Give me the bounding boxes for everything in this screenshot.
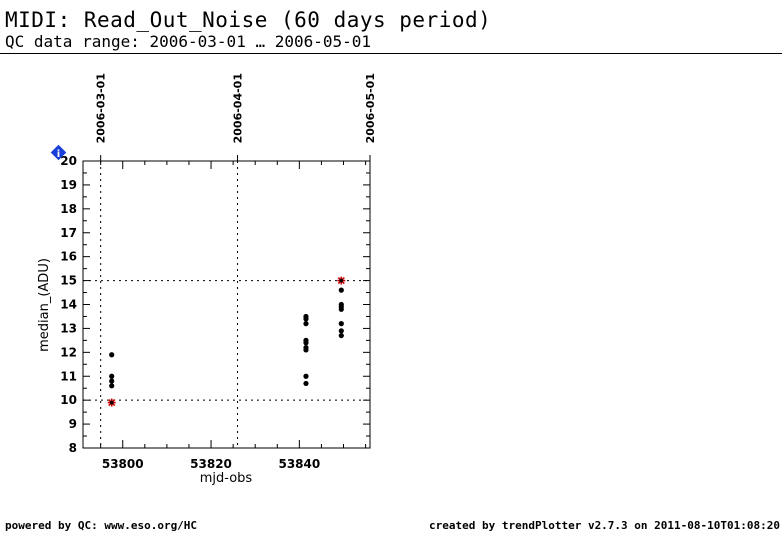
data-point xyxy=(338,332,344,339)
data-point xyxy=(109,378,115,384)
y-tick-label: 20 xyxy=(60,154,77,168)
axes-layer: 2006-03-01 2006-04-01 2006-05-01 8 9 10 11 12 13… xyxy=(60,73,377,471)
page-title: MIDI: Read_Out_Noise (60 days period) xyxy=(5,8,492,32)
y-tick-label: 19 xyxy=(60,178,77,192)
data-point xyxy=(338,306,344,312)
data-range-subtitle: QC data range: 2006-03-01 … 2006-05-01 xyxy=(5,32,372,51)
y-tick-label: 16 xyxy=(60,250,77,264)
y-tick-label: 14 xyxy=(60,298,77,312)
top-axis-date-label: 2006-04-01 xyxy=(232,73,245,143)
grid-layer xyxy=(83,161,371,448)
top-axis-date-label: 2006-03-01 xyxy=(95,73,108,143)
y-tick-label: 12 xyxy=(60,345,77,359)
data-point xyxy=(303,340,309,346)
y-tick-label: 17 xyxy=(60,226,77,240)
info-badge-diamond[interactable] xyxy=(50,144,67,161)
x-axis-label: mjd-obs xyxy=(200,471,253,486)
y-tick-label: 18 xyxy=(60,202,77,216)
y-tick-label: 13 xyxy=(60,321,77,335)
header-divider xyxy=(0,53,782,54)
data-point xyxy=(303,316,309,322)
y-tick-label: 11 xyxy=(60,369,77,383)
x-tick-label: 53840 xyxy=(278,457,320,471)
footer-powered-by: powered by QC: www.eso.org/HC xyxy=(5,519,198,532)
data-point xyxy=(303,321,309,327)
data-point xyxy=(303,347,309,353)
x-tick-label: 53800 xyxy=(102,457,144,471)
top-axis-date-label: 2006-05-01 xyxy=(364,73,377,143)
data-point xyxy=(303,380,309,387)
y-tick-label: 8 xyxy=(69,441,77,455)
data-point xyxy=(338,328,344,334)
x-tick-label: 53820 xyxy=(190,457,232,471)
limit-point-center xyxy=(109,400,114,405)
limit-point-center xyxy=(339,278,344,283)
y-axis-label: median_(ADU) xyxy=(37,258,52,352)
footer-created-by: created by trendPlotter v2.7.3 on 2011-0… xyxy=(429,519,780,532)
info-badge[interactable]: i xyxy=(50,144,67,161)
limit-point xyxy=(337,276,346,285)
y-tick-label: 15 xyxy=(60,274,77,288)
data-point xyxy=(109,383,115,389)
data-point xyxy=(303,373,309,379)
data-point xyxy=(338,321,344,327)
data-point xyxy=(338,287,344,293)
plot-frame xyxy=(82,160,371,449)
limit-point xyxy=(107,398,116,407)
points-layer xyxy=(107,276,346,407)
data-point xyxy=(109,373,115,379)
y-tick-label: 10 xyxy=(60,393,77,407)
data-point xyxy=(109,352,115,358)
y-tick-label: 9 xyxy=(69,417,77,431)
info-badge-label: i xyxy=(57,149,60,160)
